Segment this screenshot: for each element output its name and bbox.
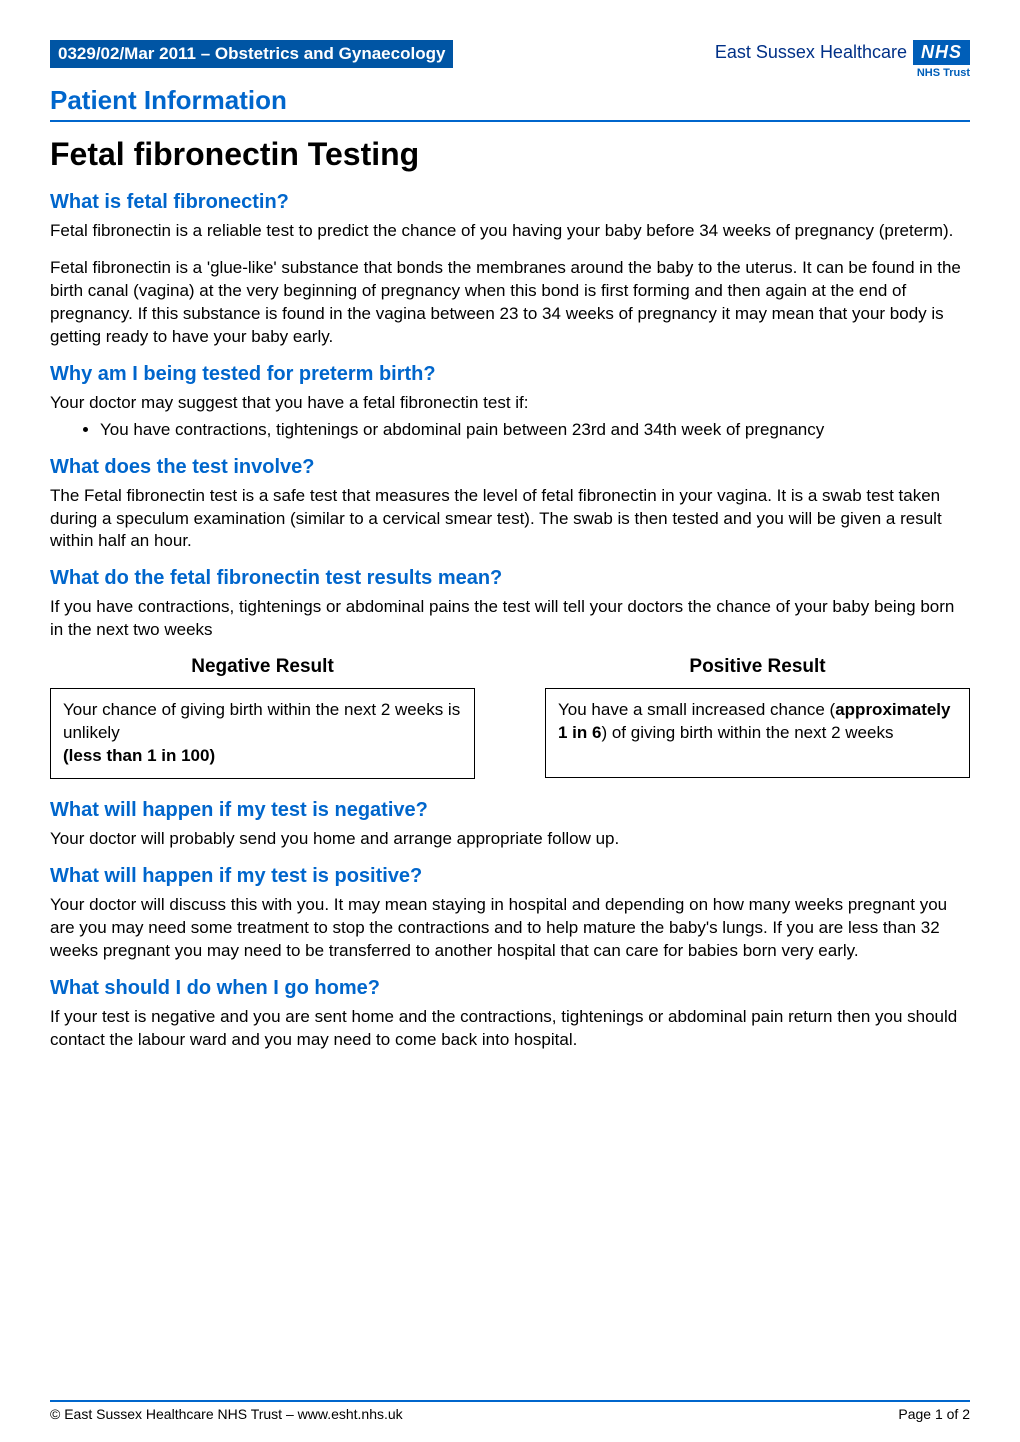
- body-paragraph: If your test is negative and you are sen…: [50, 1006, 970, 1052]
- body-paragraph: Your doctor will discuss this with you. …: [50, 894, 970, 963]
- org-name: East Sussex Healthcare: [715, 42, 907, 63]
- footer-copyright: © East Sussex Healthcare NHS Trust – www…: [50, 1406, 403, 1422]
- negative-result-heading: Negative Result: [50, 656, 475, 678]
- nhs-badge: NHS: [913, 40, 970, 65]
- positive-result-heading: Positive Result: [545, 656, 970, 678]
- section-heading-what-is: What is fetal fibronectin?: [50, 191, 970, 214]
- result-text-bold: (less than 1 in 100): [63, 746, 215, 765]
- body-paragraph: Fetal fibronectin is a reliable test to …: [50, 220, 970, 243]
- footer-page-number: Page 1 of 2: [898, 1406, 970, 1422]
- section-heading-if-negative: What will happen if my test is negative?: [50, 799, 970, 822]
- nhs-logo-line: East Sussex Healthcare NHS: [715, 40, 970, 65]
- nhs-trust-label: NHS Trust: [917, 67, 970, 79]
- body-paragraph: The Fetal fibronectin test is a safe tes…: [50, 485, 970, 554]
- page-title: Fetal fibronectin Testing: [50, 136, 970, 173]
- title-rule: [50, 120, 970, 122]
- negative-result-column: Negative Result Your chance of giving bi…: [50, 656, 475, 779]
- body-paragraph: Your doctor will probably send you home …: [50, 828, 970, 851]
- positive-result-box: You have a small increased chance (appro…: [545, 688, 970, 778]
- body-paragraph: Your doctor may suggest that you have a …: [50, 392, 970, 415]
- bullet-list: You have contractions, tightenings or ab…: [100, 419, 970, 442]
- body-paragraph: If you have contractions, tightenings or…: [50, 596, 970, 642]
- footer: © East Sussex Healthcare NHS Trust – www…: [50, 1386, 970, 1422]
- section-heading-if-positive: What will happen if my test is positive?: [50, 865, 970, 888]
- section-heading-go-home: What should I do when I go home?: [50, 977, 970, 1000]
- header-row: 0329/02/Mar 2011 – Obstetrics and Gynaec…: [50, 40, 970, 79]
- footer-rule: [50, 1400, 970, 1402]
- nhs-logo-block: East Sussex Healthcare NHS NHS Trust: [715, 40, 970, 79]
- list-item: You have contractions, tightenings or ab…: [100, 419, 970, 442]
- doc-reference-badge: 0329/02/Mar 2011 – Obstetrics and Gynaec…: [50, 40, 453, 68]
- patient-info-heading: Patient Information: [50, 85, 970, 116]
- body-paragraph: Fetal fibronectin is a 'glue-like' subst…: [50, 257, 970, 349]
- result-text: You have a small increased chance (: [558, 700, 835, 719]
- negative-result-box: Your chance of giving birth within the n…: [50, 688, 475, 779]
- section-heading-test-involve: What does the test involve?: [50, 456, 970, 479]
- result-text: ) of giving birth within the next 2 week…: [601, 723, 893, 742]
- positive-result-column: Positive Result You have a small increas…: [545, 656, 970, 779]
- section-heading-results-mean: What do the fetal fibronectin test resul…: [50, 567, 970, 590]
- result-text: Your chance of giving birth within the n…: [63, 700, 460, 742]
- section-heading-why-tested: Why am I being tested for preterm birth?: [50, 363, 970, 386]
- results-row: Negative Result Your chance of giving bi…: [50, 656, 970, 779]
- footer-row: © East Sussex Healthcare NHS Trust – www…: [50, 1406, 970, 1422]
